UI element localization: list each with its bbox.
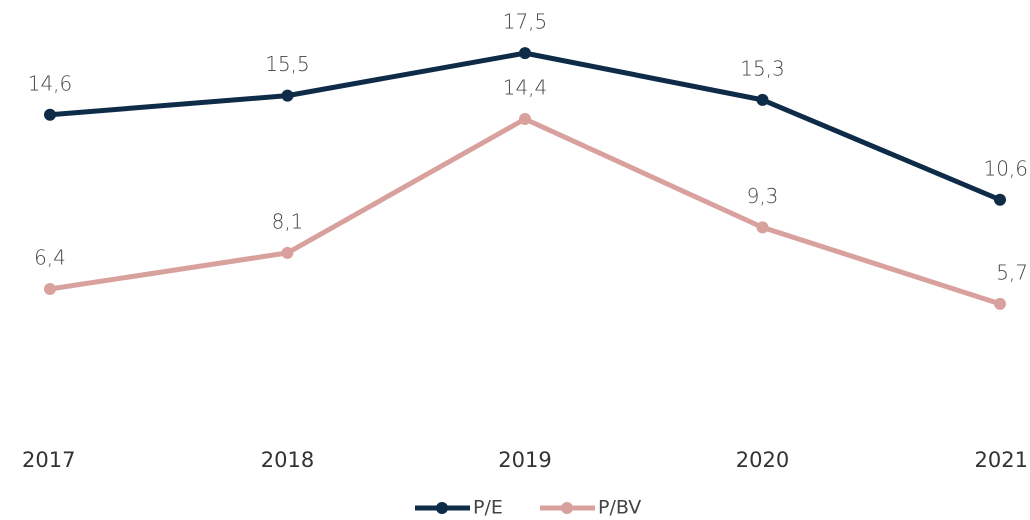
- x-tick-label: 2018: [261, 448, 314, 472]
- point: [756, 221, 769, 234]
- legend-marker: [561, 502, 573, 514]
- data-label: 15,5: [265, 52, 310, 76]
- x-tick-label: 2017: [22, 448, 75, 472]
- point: [44, 283, 56, 295]
- point: [519, 47, 531, 60]
- x-tick-label: 2020: [736, 448, 789, 472]
- data-label: 14,6: [28, 71, 73, 95]
- data-label: 10,6: [983, 156, 1028, 180]
- data-label: 8,1: [272, 209, 304, 233]
- point: [44, 108, 56, 121]
- line: [49, 116, 1001, 307]
- data-label: 9,3: [747, 184, 779, 208]
- legend-label: P/BV: [598, 497, 641, 519]
- x-tick-label: 2021: [975, 448, 1028, 472]
- point: [519, 113, 531, 125]
- data-label: 5,7: [996, 260, 1028, 284]
- legend-label: P/E: [473, 497, 503, 519]
- point: [756, 93, 769, 106]
- point: [281, 246, 294, 259]
- x-tick-label: 2019: [498, 448, 551, 472]
- point: [281, 89, 294, 102]
- legend-marker: [436, 502, 448, 514]
- data-label: 17,5: [503, 10, 548, 34]
- point: [994, 193, 1006, 206]
- data-label: 14,4: [503, 76, 548, 100]
- point: [994, 297, 1006, 310]
- data-label: 15,3: [740, 56, 785, 80]
- data-label: 6,4: [34, 246, 66, 270]
